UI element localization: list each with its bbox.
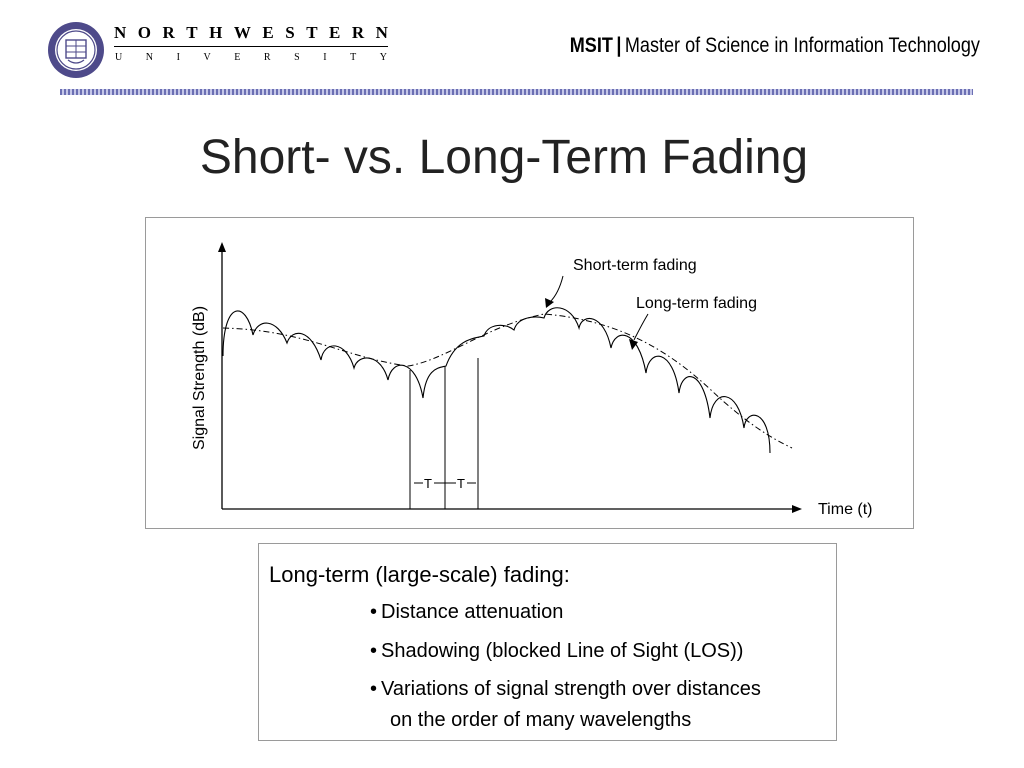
- fading-diagram-svg: T T Short-term fading Long-term fading T…: [191, 242, 873, 518]
- period-label: T: [457, 476, 465, 491]
- bullet: •: [370, 640, 378, 662]
- bullet: •: [370, 601, 378, 623]
- letter: R: [351, 23, 365, 42]
- letter: Y: [379, 52, 387, 63]
- program-header: MSIT | Master of Science in Information Te…: [570, 34, 980, 58]
- program-name: Master of Science in Information Technol…: [624, 34, 980, 57]
- letter: I: [323, 52, 327, 63]
- bullet: •: [370, 678, 378, 700]
- short-term-pointer: [549, 275, 564, 303]
- letter: N: [145, 52, 154, 63]
- long-term-pointer: [633, 313, 649, 341]
- list-item-text: Variations of signal strength over dista…: [381, 678, 761, 700]
- slide-title: Short- vs. Long-Term Fading: [199, 131, 809, 184]
- short-term-fading-label: Short-term fading: [573, 257, 697, 274]
- letter: T: [306, 23, 318, 42]
- letter: O: [137, 23, 152, 42]
- university-name-top: N O R T H W E S T E R N: [114, 22, 388, 44]
- header-decorative-band: [60, 89, 973, 95]
- letter: R: [162, 23, 175, 42]
- long-term-pointer-arrowhead: [629, 339, 638, 350]
- letter: T: [186, 23, 198, 42]
- university-wordmark: N O R T H W E S T E R N U N I V E R S I …: [114, 22, 388, 63]
- long-term-trend-curve: [222, 313, 793, 449]
- list-item-continuation: on the order of many wavelengths: [390, 709, 692, 731]
- letter: T: [350, 52, 357, 63]
- x-axis-label: Time (t): [818, 501, 873, 518]
- letter: E: [262, 23, 274, 42]
- letter: N: [114, 23, 127, 42]
- letter: W: [233, 23, 251, 42]
- list-item: • Variations of signal strength over dist…: [370, 678, 761, 701]
- long-term-fading-label: Long-term fading: [636, 295, 757, 312]
- wordmark-divider: [114, 46, 388, 47]
- period-label: T: [424, 476, 432, 491]
- letter: S: [285, 23, 295, 42]
- notes-heading: Long-term (large-scale) fading:: [269, 562, 570, 587]
- long-term-fading-notes: Long-term (large-scale) fading: • Distanc…: [258, 543, 837, 741]
- list-item: • Shadowing (blocked Line of Sight (LOS)): [370, 640, 743, 663]
- short-term-pointer-arrowhead: [545, 298, 554, 308]
- list-item-text: Shadowing (blocked Line of Sight (LOS)): [381, 640, 744, 662]
- x-axis-arrow: [792, 505, 802, 513]
- university-seal-logo: [48, 22, 104, 78]
- letter: H: [209, 23, 223, 42]
- y-axis-label: Signal Strength (dB): [191, 306, 208, 450]
- letter: N: [375, 23, 388, 42]
- fading-diagram: T T Short-term fading Long-term fading T…: [145, 217, 914, 529]
- program-separator: |: [616, 34, 622, 57]
- list-item-text: Distance attenuation: [381, 601, 564, 623]
- letter: V: [203, 52, 211, 63]
- short-term-fading-curve: [222, 307, 771, 454]
- y-axis-arrow: [218, 242, 226, 252]
- letter: R: [263, 52, 271, 63]
- letter: U: [115, 52, 123, 63]
- university-name-bottom: U N I V E R S I T Y: [114, 52, 388, 63]
- letter: I: [176, 52, 180, 63]
- letter: E: [329, 23, 341, 42]
- letter: E: [234, 52, 241, 63]
- letter: S: [294, 52, 300, 63]
- program-code: MSIT: [569, 34, 614, 57]
- list-item: • Distance attenuation: [370, 601, 563, 624]
